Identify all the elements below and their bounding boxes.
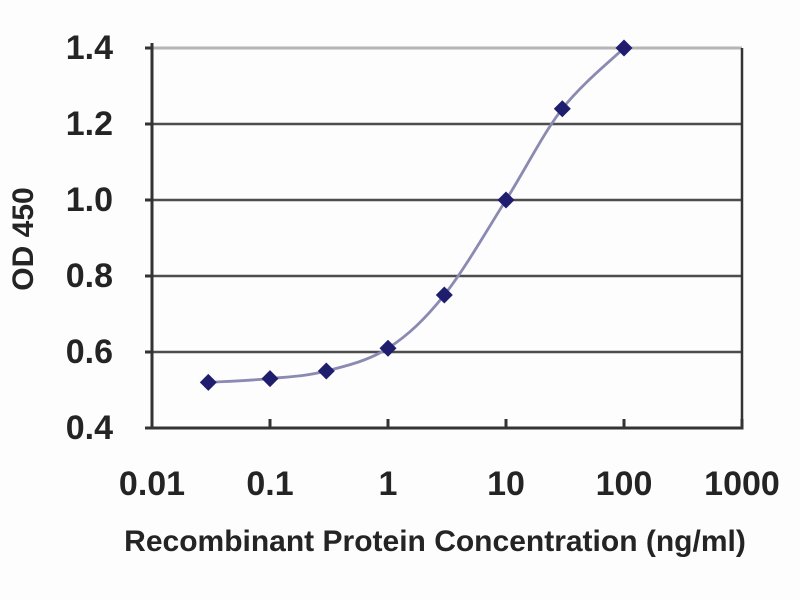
data-point-marker [435,286,453,304]
data-point-marker [615,39,633,57]
y-axis-title: OD 450 [7,187,40,290]
data-point-marker [317,362,335,380]
data-point-marker [379,339,397,357]
x-tick-label: 0.1 [246,465,293,503]
data-point-marker [261,370,279,388]
data-point-marker [553,100,571,118]
y-tick-label: 0.4 [66,409,113,447]
x-tick-label: 1000 [704,465,780,503]
data-point-marker [199,373,217,391]
data-point-marker [497,191,515,209]
y-tick-label: 0.6 [66,333,113,371]
y-tick-label: 1.0 [66,181,113,219]
x-axis-title: Recombinant Protein Concentration (ng/ml… [124,525,746,558]
x-tick-label: 10 [487,465,525,503]
series-line [208,47,625,384]
y-tick-label: 0.8 [66,257,113,295]
x-tick-label: 100 [596,465,653,503]
y-tick-label: 1.4 [66,29,113,67]
plot-area: 0.01 0.1 1 10 100 1000 0.4 0.6 0.8 1.0 1.2 1.4 [66,29,780,503]
x-tick-label: 1 [379,465,398,503]
x-tick-label: 0.01 [119,465,185,503]
y-tick-label: 1.2 [66,105,113,143]
